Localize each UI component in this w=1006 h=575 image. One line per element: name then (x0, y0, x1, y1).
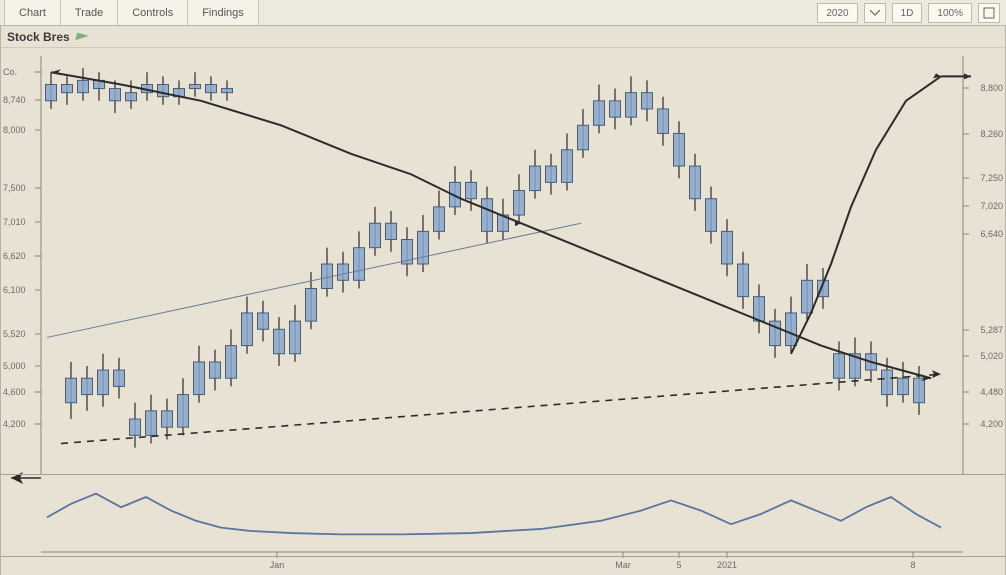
top-toolbar: Chart Trade Controls Findings 2020 1D 10… (0, 0, 1006, 26)
up-indicator-icon (75, 32, 89, 43)
date-field[interactable]: 2020 (817, 3, 857, 23)
tab-trade[interactable]: Trade (61, 0, 118, 25)
chart-page: Stock Bres Co. 8,740 8,000 7,500 7,010 6,620 6… (0, 26, 1006, 575)
y-axis-left-label-6: 6,100 (3, 285, 26, 295)
y-axis-left-label-5: 6,620 (3, 251, 26, 261)
tab-controls[interactable]: Controls (118, 0, 188, 25)
y-axis-right-label-3: 7,020 (980, 201, 1003, 211)
y-axis-left-label-9: 4,600 (3, 387, 26, 397)
y-axis-right-label-8: 4,200 (980, 419, 1003, 429)
chart-title: Stock Bres (7, 30, 70, 44)
y-axis-left-label-10: 4,200 (3, 419, 26, 429)
y-axis-right-label-2: 7,250 (980, 173, 1003, 183)
range-field[interactable]: 1D (892, 3, 923, 23)
tab-chart[interactable]: Chart (4, 0, 61, 25)
y-axis-right-label-7: 4,480 (980, 387, 1003, 397)
y-axis-right-label-0: 8,800 (980, 83, 1003, 93)
tab-findings[interactable]: Findings (188, 0, 259, 25)
y-axis-left-label-1: 8,740 (3, 95, 26, 105)
y-axis-right-label-6: 5,020 (980, 351, 1003, 361)
chart-area[interactable]: Co. 8,740 8,000 7,500 7,010 6,620 6,100 5,520 5,… (1, 48, 1005, 575)
x-axis-label-2: 5 (676, 560, 681, 570)
x-axis-label-3: 2021 (717, 560, 737, 570)
x-axis-label-0: Jan (270, 560, 285, 570)
y-axis-left-label-3: 7,500 (3, 183, 26, 193)
y-axis-right-label-1: 8,260 (980, 129, 1003, 139)
zoom-field[interactable]: 100% (928, 3, 972, 23)
y-axis-left-label-4: 7,010 (3, 217, 26, 227)
chevron-down-icon[interactable] (864, 3, 886, 23)
y-axis-left-label-7: 5,520 (3, 329, 26, 339)
chart-title-bar: Stock Bres (1, 26, 1005, 48)
x-axis-label-4: 8 (910, 560, 915, 570)
y-axis-left-label-0: Co. (3, 67, 17, 77)
settings-icon[interactable] (978, 3, 1000, 23)
y-axis-right-label-4: 6,640 (980, 229, 1003, 239)
y-axis-left-label-8: 5,000 (3, 361, 26, 371)
y-axis-right-label-5: 5,287 (980, 325, 1003, 335)
y-axis-left-label-2: 8,000 (3, 125, 26, 135)
x-axis-label-1: Mar (615, 560, 631, 570)
